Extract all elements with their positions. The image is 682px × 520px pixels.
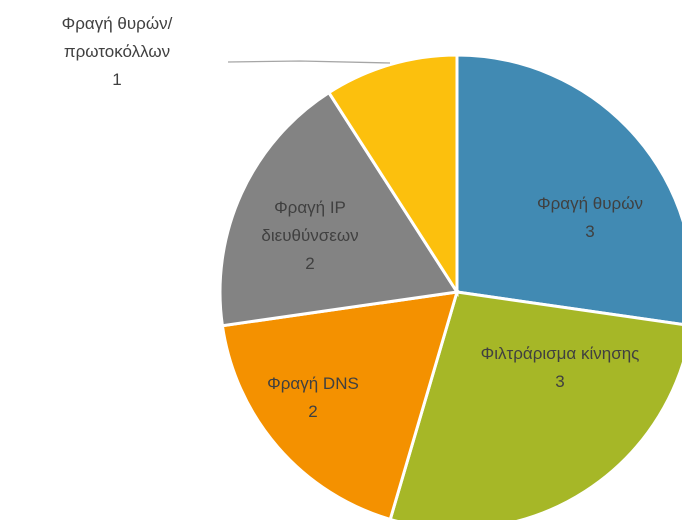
- label-value: 3: [555, 372, 565, 391]
- pie-slice: [218, 90, 460, 328]
- label-value: 2: [305, 254, 315, 273]
- data-label: Φραγή DNS 2: [233, 370, 393, 426]
- label-name: Φραγή θυρών: [537, 194, 643, 213]
- data-label: Φραγή IP διευθύνσεων 2: [240, 194, 380, 278]
- data-label: Φραγή θυρών 3: [510, 190, 670, 246]
- label-name: Φιλτράρισμα κίνησης: [480, 344, 640, 363]
- label-name: Φραγή IP διευθύνσεων: [261, 198, 359, 245]
- data-label: Φραγή θυρών/πρωτοκόλλων 1: [17, 10, 217, 94]
- label-value: 2: [308, 402, 318, 421]
- label-name: Φραγή DNS: [267, 374, 359, 393]
- label-value: 3: [585, 222, 595, 241]
- pie-slice: [326, 53, 459, 298]
- label-value: 1: [112, 70, 122, 89]
- label-name: Φραγή θυρών/πρωτοκόλλων: [61, 14, 173, 61]
- data-label: Φιλτράρισμα κίνησης 3: [445, 340, 675, 396]
- leader-line: [227, 60, 391, 64]
- pie-slice: [220, 290, 460, 520]
- pie-slice: [455, 53, 682, 326]
- pie-slice: [388, 290, 682, 520]
